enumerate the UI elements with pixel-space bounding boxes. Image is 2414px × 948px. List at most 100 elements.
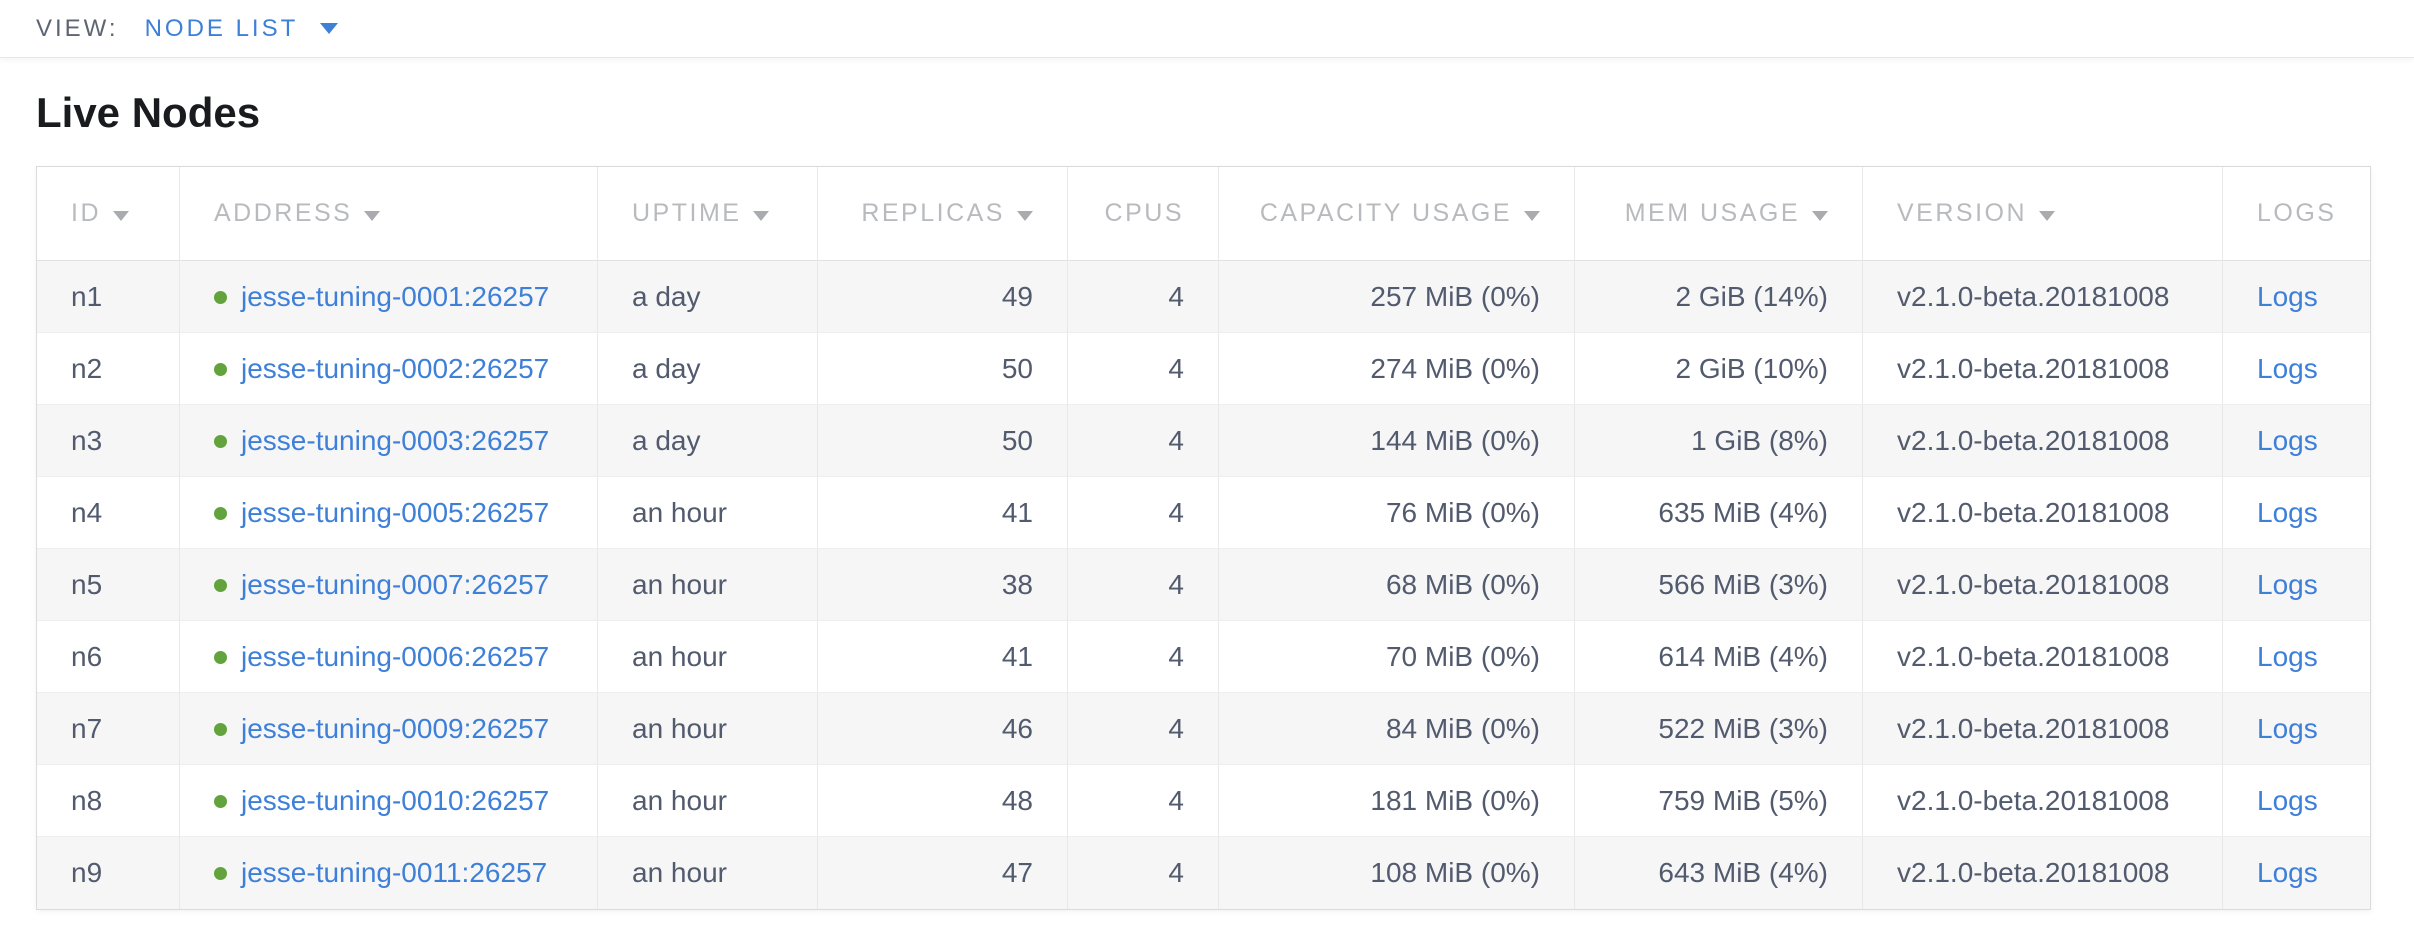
cell-mem: 759 MiB (5%)	[1574, 765, 1862, 837]
cell-value: n4	[71, 496, 103, 528]
cell-address: jesse-tuning-0009:26257	[179, 693, 597, 765]
cell-logs: Logs	[2222, 261, 2370, 333]
cell-value: v2.1.0-beta.20181008	[1897, 424, 2170, 456]
cell-capacity: 108 MiB (0%)	[1218, 837, 1574, 909]
node-status-icon	[214, 506, 227, 520]
cell-value: v2.1.0-beta.20181008	[1897, 568, 2170, 600]
node-status-icon	[214, 867, 227, 880]
cell-cpus: 4	[1067, 333, 1218, 405]
cell-value: 274 MiB (0%)	[1370, 352, 1540, 384]
cell-version: v2.1.0-beta.20181008	[1862, 621, 2222, 693]
cell-value: 1 GiB (8%)	[1691, 424, 1828, 456]
cell-id: n4	[37, 477, 179, 549]
node-status-icon	[214, 578, 227, 592]
cell-version: v2.1.0-beta.20181008	[1862, 261, 2222, 333]
cell-value: 76 MiB (0%)	[1385, 496, 1540, 528]
cell-value: n5	[71, 568, 103, 600]
cell-value: 522 MiB (3%)	[1658, 712, 1828, 744]
node-address-link[interactable]: jesse-tuning-0011:26257	[241, 857, 548, 888]
cell-uptime: a day	[597, 333, 817, 405]
cell-value: n1	[71, 280, 103, 312]
cell-value: v2.1.0-beta.20181008	[1897, 280, 2170, 312]
logs-link[interactable]: Logs	[2257, 712, 2318, 744]
cell-value: 257 MiB (0%)	[1370, 280, 1540, 312]
cell-logs: Logs	[2222, 477, 2370, 549]
cell-value: 4	[1168, 352, 1184, 384]
column-header-capacity[interactable]: CAPACITY USAGE	[1218, 167, 1574, 261]
cell-value: an hour	[632, 640, 727, 672]
node-address-link[interactable]: jesse-tuning-0007:26257	[241, 568, 550, 600]
cell-cpus: 4	[1067, 261, 1218, 333]
view-selector-dropdown[interactable]: NODE LIST	[145, 15, 339, 43]
cell-address: jesse-tuning-0001:26257	[179, 261, 597, 333]
logs-link[interactable]: Logs	[2257, 496, 2318, 528]
column-header-logs: LOGS	[2222, 167, 2370, 261]
cell-replicas: 49	[817, 261, 1067, 333]
cell-id: n3	[37, 405, 179, 477]
cell-address: jesse-tuning-0006:26257	[179, 621, 597, 693]
column-header-version[interactable]: VERSION	[1862, 167, 2222, 261]
logs-link[interactable]: Logs	[2257, 424, 2318, 456]
logs-link[interactable]: Logs	[2257, 280, 2318, 312]
column-header-label: ID	[71, 199, 101, 227]
cell-value: 108 MiB (0%)	[1370, 857, 1540, 888]
node-status-icon	[214, 794, 227, 808]
cell-replicas: 41	[817, 621, 1067, 693]
cell-value: 38	[1001, 568, 1033, 600]
node-address-link[interactable]: jesse-tuning-0010:26257	[241, 784, 550, 816]
cell-uptime: an hour	[597, 693, 817, 765]
cell-logs: Logs	[2222, 621, 2370, 693]
node-address-link[interactable]: jesse-tuning-0002:26257	[241, 352, 550, 384]
sort-descending-icon	[753, 211, 770, 221]
cell-value: an hour	[632, 568, 727, 600]
logs-link[interactable]: Logs	[2257, 784, 2318, 816]
column-header-uptime[interactable]: UPTIME	[597, 167, 817, 261]
node-address-link[interactable]: jesse-tuning-0005:26257	[241, 496, 550, 528]
cell-mem: 522 MiB (3%)	[1574, 693, 1862, 765]
sort-descending-icon	[2039, 211, 2056, 221]
cell-version: v2.1.0-beta.20181008	[1862, 333, 2222, 405]
column-header-mem[interactable]: MEM USAGE	[1574, 167, 1862, 261]
cell-version: v2.1.0-beta.20181008	[1862, 549, 2222, 621]
column-header-id[interactable]: ID	[37, 167, 179, 261]
cell-value: n8	[71, 784, 103, 816]
node-address-link[interactable]: jesse-tuning-0006:26257	[241, 640, 550, 672]
cell-uptime: a day	[597, 261, 817, 333]
cell-value: n3	[71, 424, 103, 456]
node-address-link[interactable]: jesse-tuning-0003:26257	[241, 424, 550, 456]
cell-id: n1	[37, 261, 179, 333]
sort-descending-icon	[1524, 211, 1540, 221]
cell-value: n9	[71, 857, 103, 888]
column-header-replicas[interactable]: REPLICAS	[817, 167, 1067, 261]
logs-link[interactable]: Logs	[2257, 857, 2318, 888]
node-status-icon	[214, 290, 227, 304]
cell-value: a day	[632, 280, 701, 312]
node-status-icon	[214, 722, 227, 736]
live-nodes-section: Live Nodes ID ADDRESS UPTIME REPLICAS CPUS CA…	[0, 88, 2414, 910]
cell-value: a day	[632, 352, 701, 384]
node-address-link[interactable]: jesse-tuning-0009:26257	[241, 712, 550, 744]
cell-value: 2 GiB (10%)	[1675, 352, 1829, 384]
logs-link[interactable]: Logs	[2257, 568, 2318, 600]
logs-link[interactable]: Logs	[2257, 352, 2318, 384]
cell-value: v2.1.0-beta.20181008	[1897, 784, 2170, 816]
cell-id: n5	[37, 549, 179, 621]
cell-id: n8	[37, 765, 179, 837]
column-header-label: MEM USAGE	[1624, 199, 1800, 227]
table-body: n1 jesse-tuning-0001:26257 a day 49 4 257 MiB…	[37, 261, 2370, 909]
cell-value: 48	[1001, 784, 1033, 816]
sort-descending-icon	[364, 211, 381, 221]
node-status-icon	[214, 650, 227, 664]
cell-mem: 1 GiB (8%)	[1574, 405, 1862, 477]
cell-value: 4	[1168, 424, 1184, 456]
node-address-link[interactable]: jesse-tuning-0001:26257	[241, 280, 550, 312]
cell-logs: Logs	[2222, 693, 2370, 765]
column-header-label: VERSION	[1897, 199, 2028, 227]
cell-replicas: 50	[817, 333, 1067, 405]
live-nodes-table: ID ADDRESS UPTIME REPLICAS CPUS CAPACITY USAG…	[36, 166, 2371, 910]
column-header-label: CAPACITY USAGE	[1259, 199, 1512, 227]
table-row: n8 jesse-tuning-0010:26257 an hour 48 4 181 M…	[37, 765, 2370, 837]
cell-logs: Logs	[2222, 405, 2370, 477]
column-header-address[interactable]: ADDRESS	[179, 167, 597, 261]
logs-link[interactable]: Logs	[2257, 640, 2318, 672]
